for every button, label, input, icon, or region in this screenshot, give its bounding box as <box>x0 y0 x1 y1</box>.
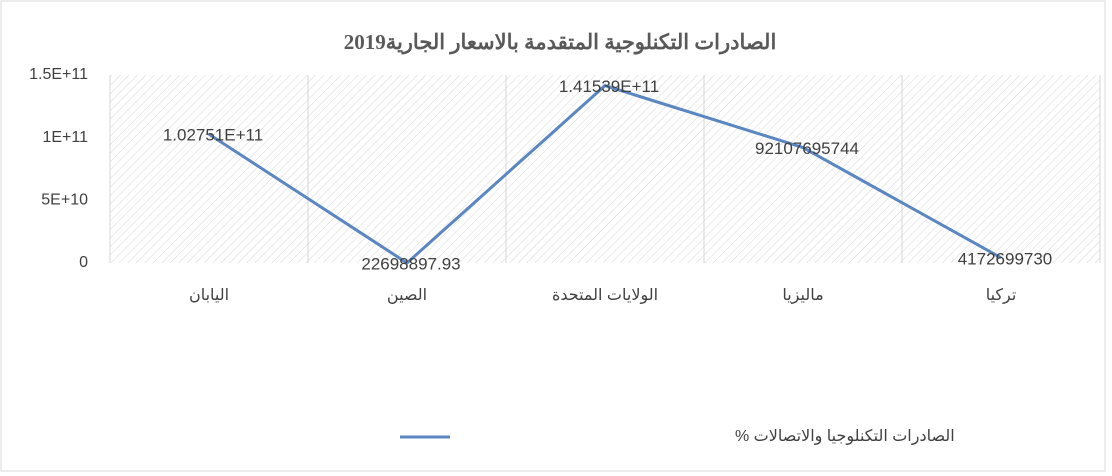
series-line <box>208 84 1002 265</box>
legend-label: الصادرات التكنلوجيا والاتصالات % <box>735 428 955 446</box>
x-tick-label: الولايات المتحدة <box>552 287 658 305</box>
y-tick-label: 5E+10 <box>41 192 88 209</box>
data-label: 1.02751E+11 <box>163 126 263 145</box>
y-tick-label: 1E+11 <box>42 129 88 146</box>
data-label: 4172699730 <box>958 249 1053 268</box>
data-label: 92107695744 <box>755 139 859 158</box>
data-label: 1.41539E+11 <box>559 77 659 96</box>
chart-title: الصادرات التكنلوجية المتقدمة بالاسعار ال… <box>344 30 777 55</box>
x-tick-label: الصين <box>387 287 427 305</box>
y-tick-label: 0 <box>79 254 88 271</box>
plot-area <box>110 75 1100 263</box>
x-tick-label: تركيا <box>986 287 1017 305</box>
x-tick-label: ماليزيا <box>782 287 823 305</box>
data-label: 22698897.93 <box>361 254 460 273</box>
x-tick-label: اليابان <box>189 287 229 304</box>
y-tick-label: 1.5E+11 <box>29 66 88 83</box>
